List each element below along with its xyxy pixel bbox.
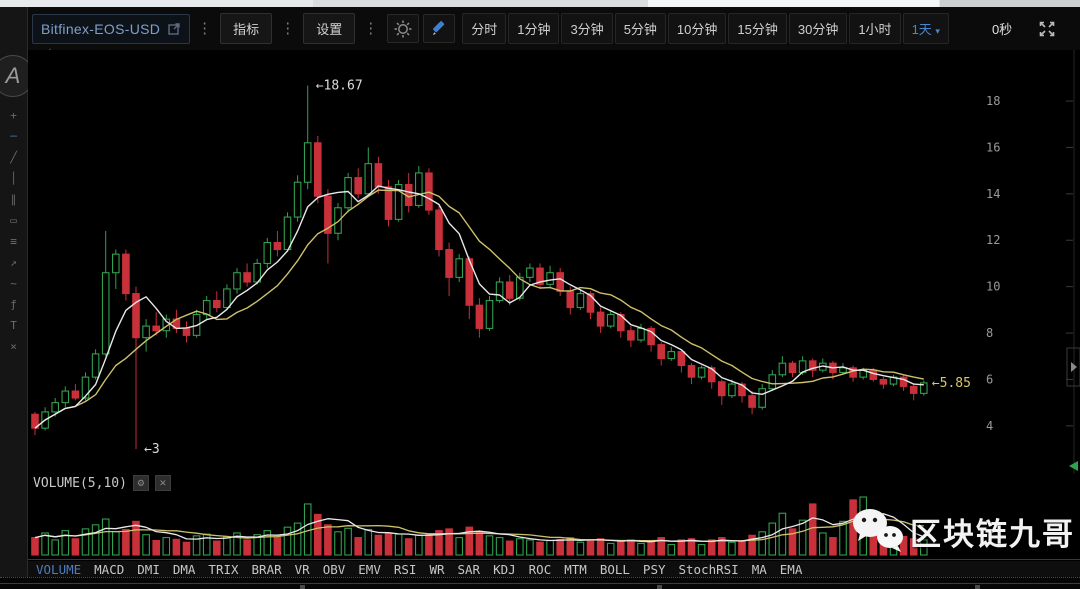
svg-text:←3: ←3	[144, 442, 160, 457]
volume-bars-chart[interactable]	[28, 492, 1080, 558]
bottom-divider	[0, 583, 1080, 584]
indicator-tab-obv[interactable]: OBV	[322, 561, 346, 577]
time-axis-tick	[975, 585, 980, 589]
chevron-down-icon: ▾	[935, 26, 940, 36]
arrow-icon[interactable]: ↗	[10, 256, 17, 269]
indicator-tab-sar[interactable]: SAR	[457, 561, 481, 577]
gear-icon	[394, 20, 412, 37]
main-toolbar: Bitfinex-EOS-USD ⋮ 指标 ⋮ 设置 ⋮	[28, 7, 1080, 51]
interval-button[interactable]: 15分钟	[728, 13, 787, 44]
external-link-icon[interactable]	[168, 22, 181, 35]
parallel-channel-icon[interactable]: ∥	[10, 193, 17, 206]
indicator-tab-ma[interactable]: MA	[751, 561, 767, 577]
indicators-kebab-menu-icon[interactable]: ⋮	[280, 20, 296, 37]
fibonacci-icon[interactable]: ƒ	[10, 298, 17, 311]
svg-text:18: 18	[986, 94, 1000, 108]
indicator-tab-emv[interactable]: EMV	[358, 561, 381, 577]
time-axis-tick	[300, 585, 305, 589]
time-axis-strip	[0, 577, 1080, 589]
svg-text:14: 14	[986, 187, 1000, 201]
indicator-tab-dma[interactable]: DMA	[172, 561, 196, 577]
vertical-line-icon[interactable]: │	[10, 172, 17, 185]
svg-text:6: 6	[986, 372, 993, 386]
volume-indicator-header: VOLUME(5,10) ⚙ ✕	[28, 474, 171, 492]
indicator-tab-rsi[interactable]: RSI	[393, 561, 417, 577]
drawing-tools-sidebar: A + ─ ╱ │ ∥ ▭ ≡ ↗ ~ ƒ T ×	[0, 7, 34, 577]
interval-1day-selected[interactable]: 1天 ▾	[902, 13, 949, 44]
horizontal-line-icon[interactable]: ─	[10, 130, 17, 143]
browser-edge-strip	[0, 0, 1080, 7]
symbol-selector[interactable]: Bitfinex-EOS-USD	[32, 13, 191, 44]
settings-button[interactable]: 设置	[303, 13, 356, 44]
interval-button[interactable]: 5分钟	[614, 13, 666, 44]
indicator-tab-dmi[interactable]: DMI	[137, 561, 160, 577]
interval-button[interactable]: 1小时	[849, 13, 901, 44]
candle-countdown: 0秒	[991, 22, 1013, 37]
channel-watermark: 区块链九哥	[850, 506, 1075, 556]
fullscreen-button[interactable]	[1038, 20, 1056, 38]
svg-text:10: 10	[986, 280, 1000, 294]
indicator-tab-vr[interactable]: VR	[294, 561, 310, 577]
interval-button[interactable]: 分时	[462, 13, 507, 44]
rectangle-icon[interactable]: ▭	[10, 214, 17, 227]
indicator-tab-trix[interactable]: TRIX	[208, 561, 239, 577]
volume-chart-panel[interactable]	[28, 492, 1080, 558]
watermark-text: 区块链九哥	[910, 516, 1075, 552]
indicator-tab-boll[interactable]: BOLL	[599, 561, 630, 577]
indicator-tab-macd[interactable]: MACD	[94, 561, 125, 577]
indicator-tab-roc[interactable]: ROC	[528, 561, 552, 577]
indicator-tab-volume[interactable]: VOLUME	[36, 561, 82, 577]
selected-interval-label: 1天	[911, 22, 932, 37]
settings-kebab-menu-icon[interactable]: ⋮	[363, 20, 379, 37]
wechat-icon	[853, 509, 903, 552]
indicator-tab-bar: VOLUME MACD DMI DMA TRIX BRAR VR OBV EMV RSI WR SAR…	[28, 561, 1080, 577]
symbol-label: Bitfinex-EOS-USD	[41, 20, 161, 37]
interval-button[interactable]: 1分钟	[508, 13, 560, 44]
interval-button[interactable]: 30分钟	[788, 13, 848, 44]
triple-line-icon[interactable]: ≡	[10, 235, 17, 248]
crosshair-icon[interactable]: +	[10, 109, 17, 122]
draw-pencil-button[interactable]	[423, 14, 456, 43]
volume-close-button[interactable]: ✕	[154, 475, 171, 491]
volume-indicator-label: VOLUME(5,10)	[33, 475, 127, 491]
indicator-tab-ema[interactable]: EMA	[779, 561, 803, 577]
svg-text:16: 16	[986, 140, 1000, 154]
gear-icon: ⚙	[136, 477, 145, 488]
svg-text:4: 4	[986, 419, 993, 433]
candlestick-chart[interactable]: 18 16 14 12 10 8 6 4 ←18.67 ←3 ←5.85	[28, 50, 1080, 474]
volume-settings-button[interactable]: ⚙	[132, 475, 149, 491]
panel-divider	[28, 559, 1080, 560]
svg-text:←5.85: ←5.85	[932, 376, 971, 391]
close-icon: ✕	[159, 477, 167, 488]
indicator-tab-brar[interactable]: BRAR	[251, 561, 282, 577]
interval-button[interactable]: 3分钟	[561, 13, 613, 44]
theme-gear-button[interactable]	[387, 14, 420, 43]
svg-text:8: 8	[986, 326, 993, 340]
text-tool-icon[interactable]: T	[10, 319, 17, 332]
time-axis-tick	[657, 585, 662, 589]
fullscreen-expand-icon	[1039, 21, 1055, 36]
trend-line-icon[interactable]: ╱	[10, 151, 17, 164]
pencil-icon	[433, 20, 445, 35]
interval-button[interactable]: 10分钟	[667, 13, 727, 44]
indicators-button[interactable]: 指标	[220, 13, 273, 44]
symbol-kebab-menu-icon[interactable]: ⋮	[197, 20, 213, 37]
svg-text:←18.67: ←18.67	[316, 78, 363, 93]
indicator-tab-psy[interactable]: PSY	[642, 561, 666, 577]
drawing-tools-list: + ─ ╱ │ ∥ ▭ ≡ ↗ ~ ƒ T ×	[0, 105, 27, 357]
eraser-icon[interactable]: ×	[10, 340, 17, 353]
indicator-tab-wr[interactable]: WR	[429, 561, 445, 577]
indicator-tab-mtm[interactable]: MTM	[564, 561, 587, 577]
indicator-tab-stochrsi[interactable]: StochRSI	[678, 561, 739, 577]
price-chart-panel[interactable]: 18 16 14 12 10 8 6 4 ←18.67 ←3 ←5.85	[28, 50, 1080, 474]
svg-text:12: 12	[986, 233, 1000, 247]
wave-icon[interactable]: ~	[10, 277, 17, 290]
interval-buttons: 分时 1分钟 3分钟 5分钟 10分钟 15分钟 30分钟 1小时	[461, 13, 901, 44]
indicator-tab-kdj[interactable]: KDJ	[493, 561, 516, 577]
